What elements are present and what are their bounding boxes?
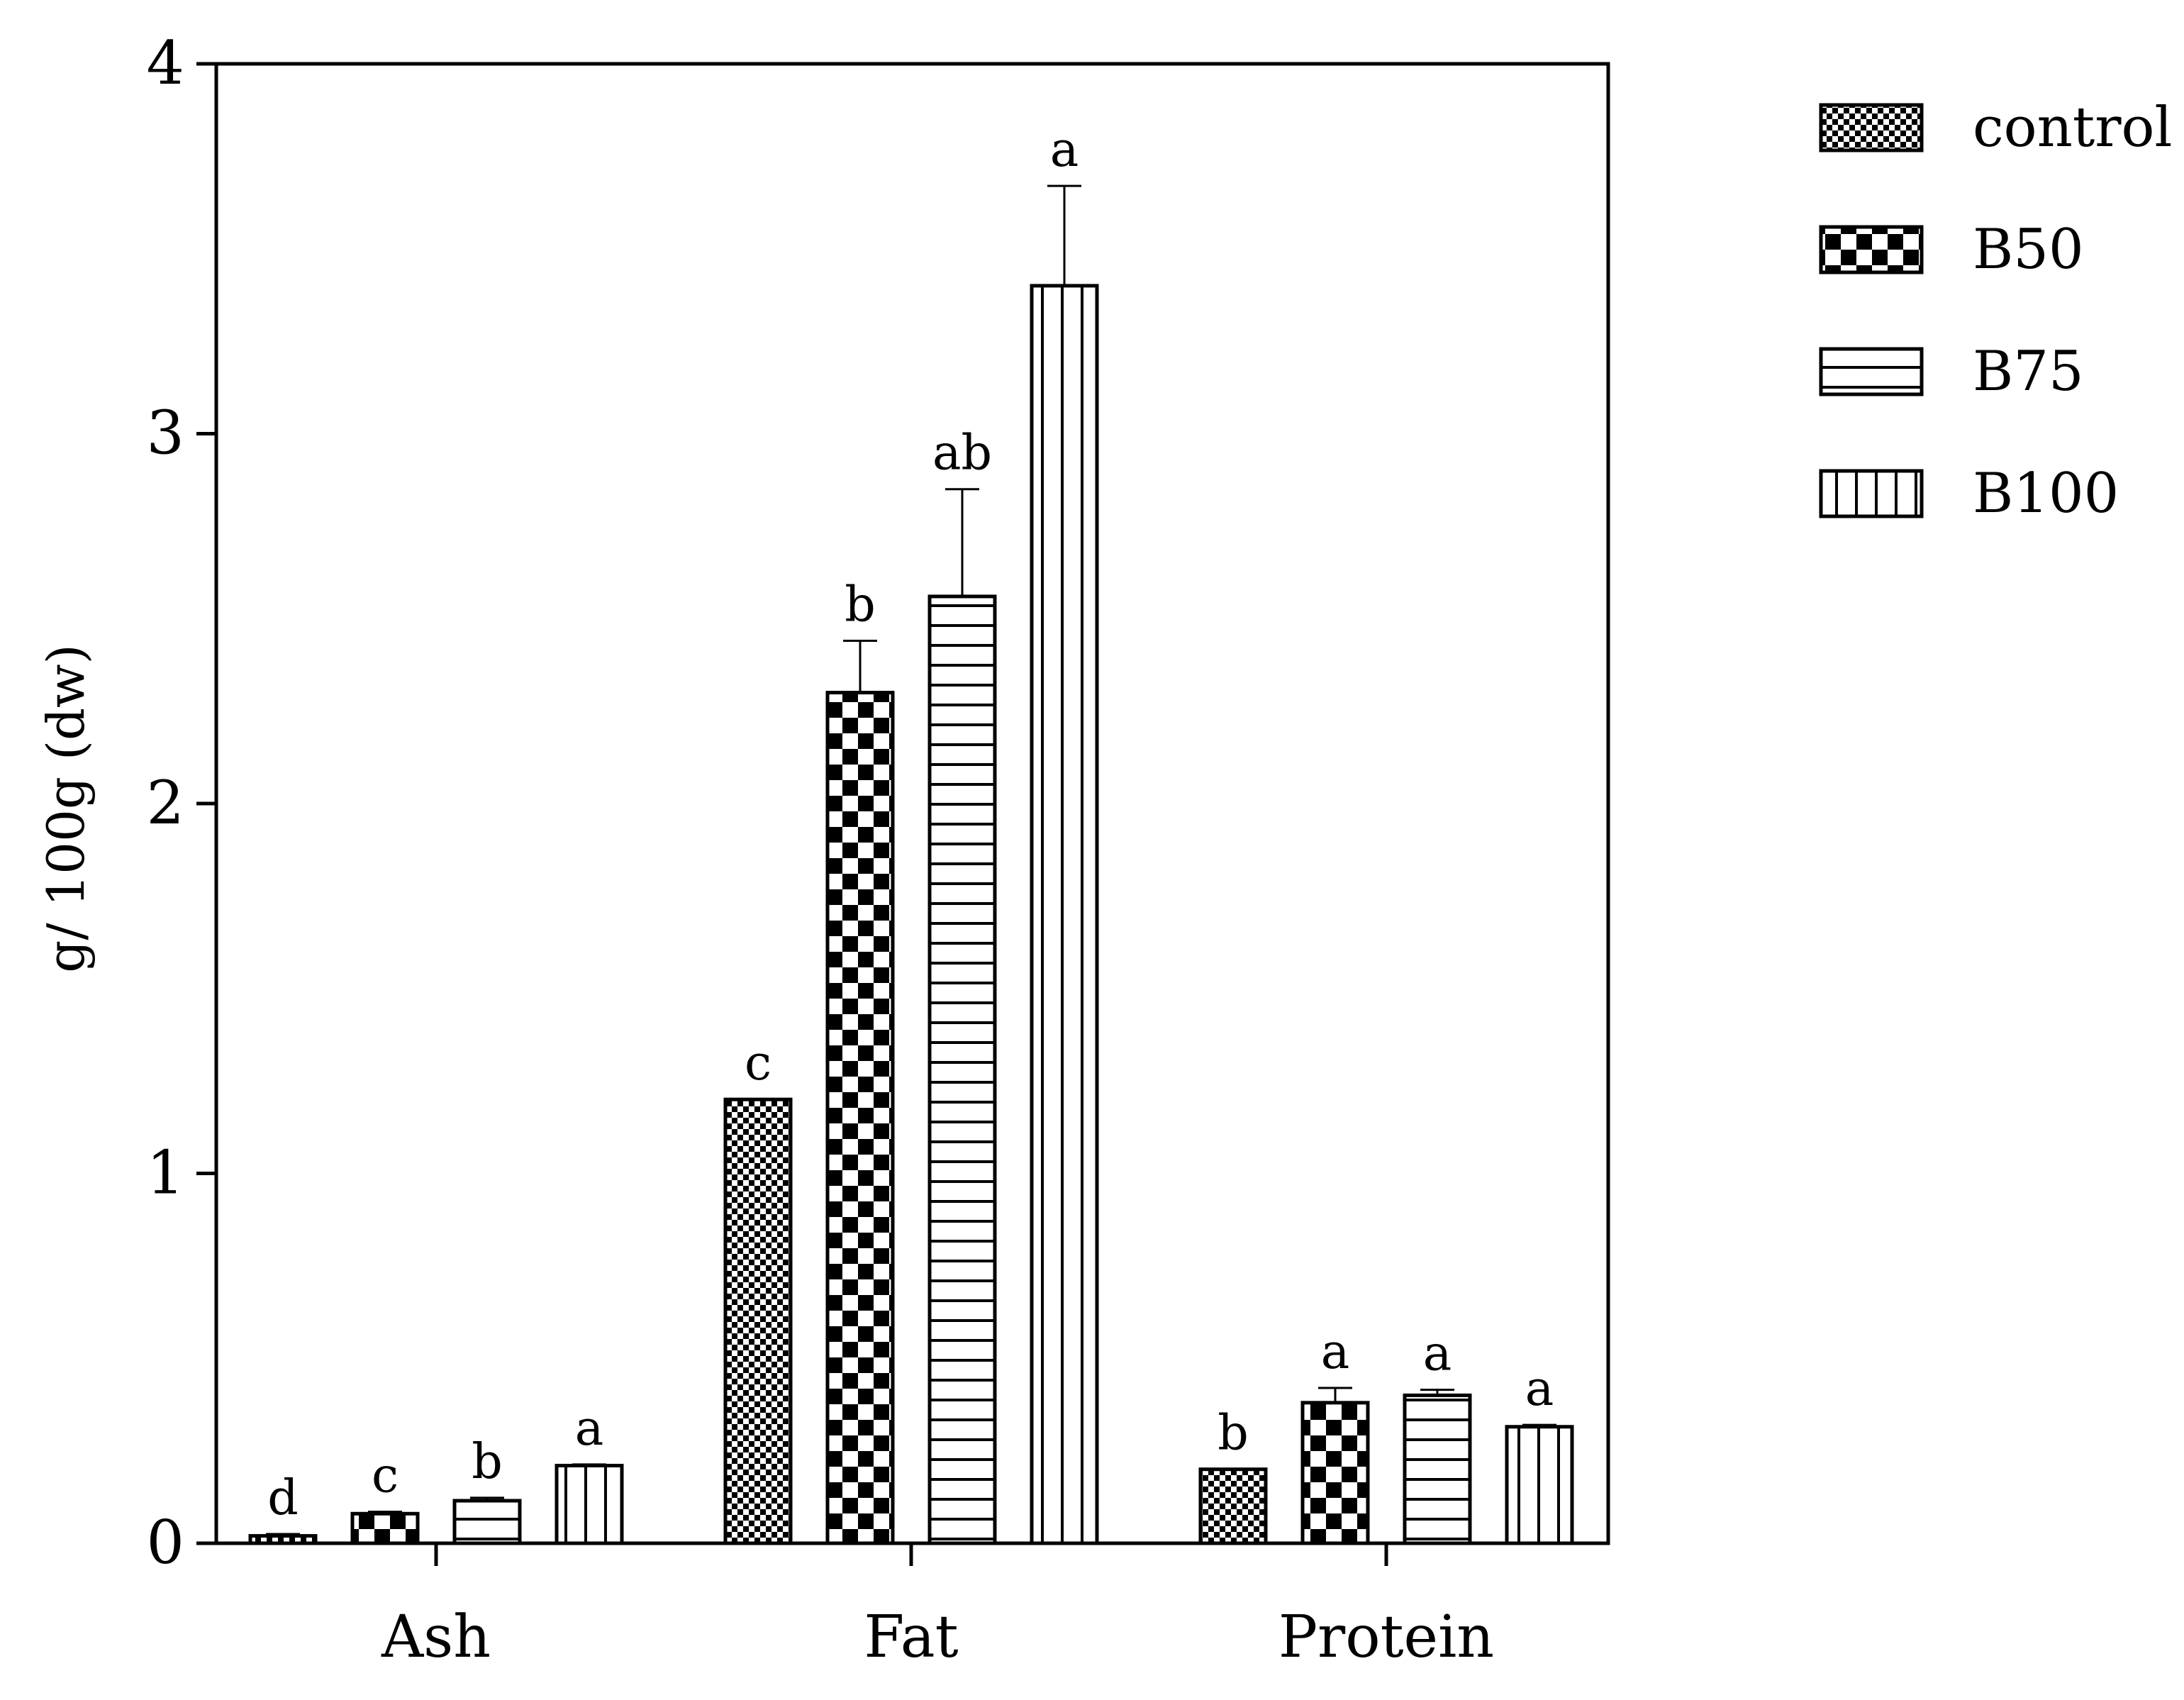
bar-b50-fat: [825, 691, 895, 1545]
significance-label: b: [1218, 1406, 1249, 1462]
legend-item-b75: B75: [1819, 340, 2084, 404]
legend-label: B50: [1973, 218, 2084, 282]
plot-border: [214, 62, 1610, 1545]
bar-b50-ash: [350, 1511, 420, 1545]
bar-b75-protein: [1403, 1393, 1472, 1545]
legend-swatch: [1819, 225, 1924, 274]
significance-label: a: [575, 1401, 604, 1457]
legend-swatch: [1819, 347, 1924, 396]
x-category-label: Ash: [381, 1604, 491, 1671]
significance-label: b: [845, 577, 876, 633]
significance-label: c: [745, 1035, 771, 1091]
x-axis: Ash Fat Protein: [381, 1543, 1494, 1671]
y-tick-label: 4: [147, 28, 184, 98]
legend-item-b100: B100: [1819, 462, 2119, 526]
significance-label: a: [1525, 1361, 1554, 1417]
y-tick-label: 0: [147, 1508, 184, 1577]
significance-label: ab: [932, 426, 992, 482]
significance-label: d: [267, 1470, 299, 1526]
x-category-label: Protein: [1278, 1604, 1494, 1671]
y-tick-label: 2: [147, 768, 184, 838]
bar-b75-fat: [927, 594, 997, 1545]
significance-label: b: [472, 1434, 503, 1490]
y-axis: 0 1 2 3 4: [147, 28, 216, 1577]
bar-b50-protein: [1300, 1401, 1370, 1545]
legend-item-control: control: [1819, 96, 2172, 160]
plot-frame: [214, 62, 1610, 1545]
bar-b100-fat: [1030, 284, 1099, 1545]
bar-control-ash: [248, 1534, 318, 1545]
y-axis-title: g/ 100g (dw): [36, 644, 96, 973]
significance-label: c: [372, 1448, 399, 1504]
legend-label: B100: [1973, 462, 2119, 526]
significance-label: a: [1321, 1324, 1350, 1380]
legend-item-b50: B50: [1819, 218, 2084, 282]
y-tick-label: 1: [147, 1138, 184, 1208]
y-tick-label: 3: [147, 399, 184, 468]
legend-label: B75: [1973, 340, 2084, 404]
legend: control B50 B75 B100: [1819, 96, 2172, 526]
bar-b100-protein: [1505, 1425, 1574, 1545]
bar-b100-ash: [555, 1463, 624, 1545]
legend-swatch: [1819, 469, 1924, 518]
x-category-label: Fat: [864, 1604, 958, 1671]
bar-b75-ash: [452, 1499, 522, 1545]
significance-label: a: [1423, 1326, 1452, 1382]
bar-control-fat: [723, 1097, 793, 1545]
bar-control-protein: [1198, 1467, 1268, 1545]
legend-swatch: [1819, 103, 1924, 152]
significance-label: a: [1050, 122, 1079, 178]
legend-label: control: [1973, 96, 2172, 160]
